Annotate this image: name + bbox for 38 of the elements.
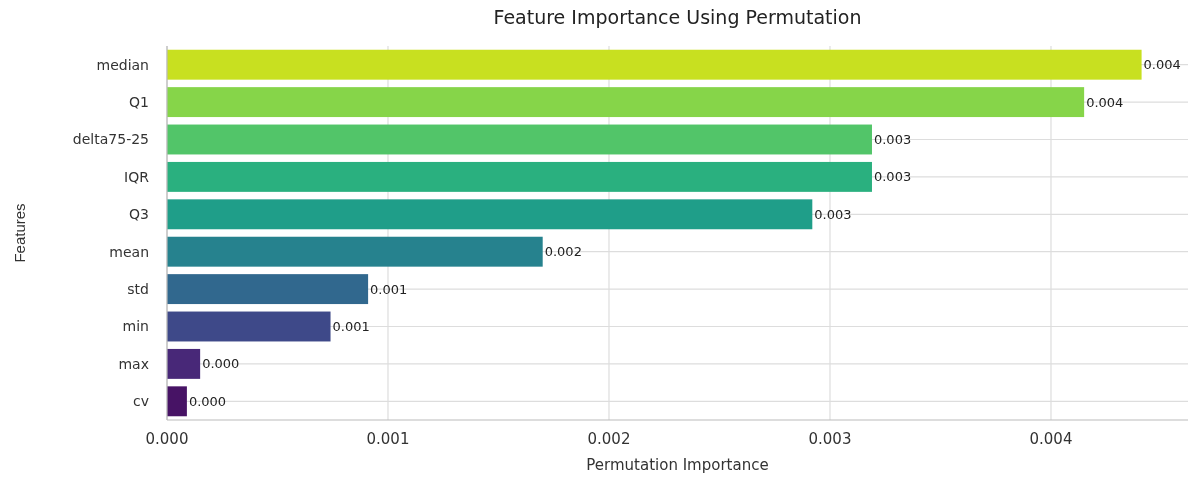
x-axis-title: Permutation Importance bbox=[586, 456, 769, 474]
y-tick-label: max bbox=[118, 355, 149, 372]
x-tick-label: 0.003 bbox=[808, 430, 852, 448]
bar bbox=[167, 386, 187, 417]
chart-title: Feature Importance Using Permutation bbox=[493, 6, 862, 28]
bar bbox=[167, 274, 369, 305]
data-label: 0.000 bbox=[202, 356, 240, 372]
y-tick-label: mean bbox=[109, 243, 149, 260]
y-tick-label: Q1 bbox=[129, 94, 149, 110]
bar bbox=[167, 311, 331, 342]
data-label: 0.003 bbox=[814, 206, 852, 222]
y-tick-label: cv bbox=[133, 393, 149, 410]
y-tick-label: min bbox=[122, 318, 149, 335]
data-label: 0.004 bbox=[1143, 57, 1181, 73]
data-label: 0.000 bbox=[188, 393, 227, 409]
bar bbox=[167, 124, 872, 155]
bar bbox=[167, 199, 813, 230]
bar bbox=[167, 236, 543, 267]
y-tick-label: IQR bbox=[124, 168, 150, 185]
bar bbox=[167, 49, 1142, 80]
bar bbox=[167, 87, 1085, 118]
data-label: 0.001 bbox=[370, 281, 408, 297]
x-tick-label: 0.001 bbox=[366, 430, 410, 448]
bar bbox=[167, 348, 201, 379]
data-label: 0.004 bbox=[1086, 94, 1124, 110]
data-label: 0.002 bbox=[544, 244, 582, 260]
y-axis-title: Features bbox=[11, 203, 28, 263]
y-tick-label: std bbox=[127, 281, 149, 297]
data-label: 0.003 bbox=[873, 169, 912, 185]
y-tick-label: Q3 bbox=[129, 206, 149, 223]
x-tick-label: 0.000 bbox=[145, 430, 189, 448]
x-tick-label: 0.004 bbox=[1029, 430, 1073, 448]
x-tick-label: 0.002 bbox=[587, 430, 631, 448]
data-label: 0.001 bbox=[332, 319, 370, 335]
data-label: 0.003 bbox=[873, 132, 912, 148]
bar bbox=[167, 161, 872, 192]
y-tick-label: median bbox=[96, 56, 149, 73]
y-tick-label: delta75-25 bbox=[72, 131, 149, 148]
